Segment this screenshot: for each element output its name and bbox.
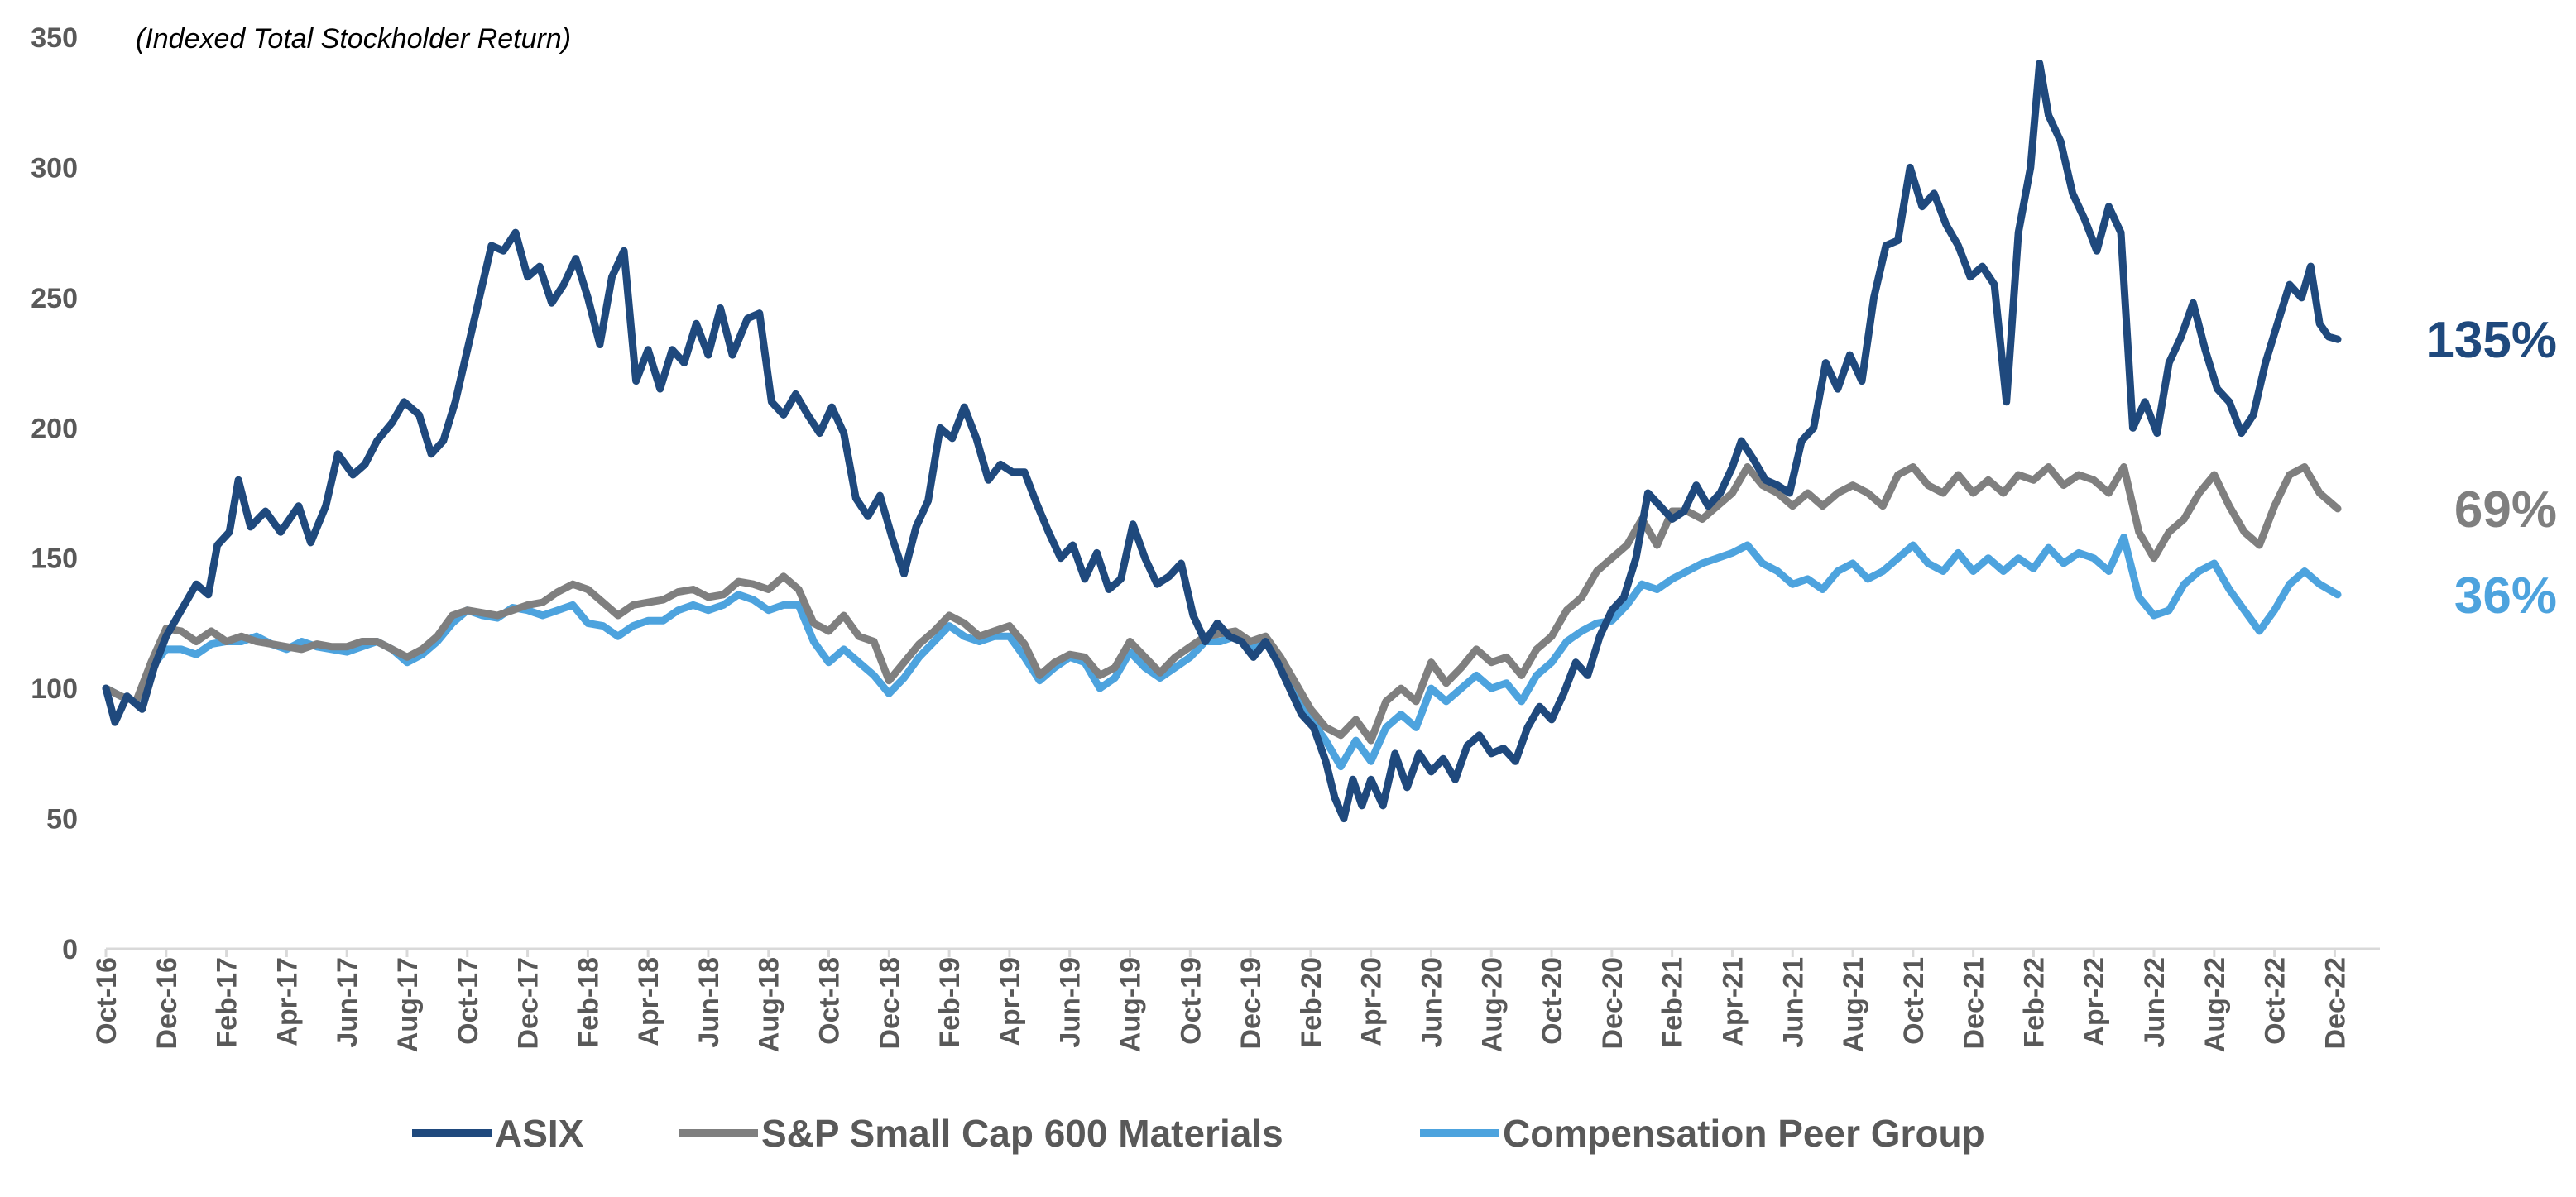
- x-tick-label: Jun-20: [1416, 957, 1447, 1048]
- x-tick-label: Jun-18: [693, 957, 725, 1048]
- y-tick-label: 200: [31, 413, 78, 444]
- x-tick-label: Apr-22: [2079, 957, 2110, 1046]
- x-tick-label: Aug-19: [1115, 957, 1147, 1052]
- chart-subtitle: (Indexed Total Stockholder Return): [136, 23, 571, 55]
- series-line-s-p-small-cap-600-materials: [102, 463, 2342, 745]
- legend-label-asix: ASIX: [495, 1112, 584, 1155]
- y-tick-label: 250: [31, 283, 78, 314]
- x-tick-label: Feb-19: [934, 957, 966, 1048]
- x-tick-label: Oct-19: [1175, 957, 1206, 1045]
- y-tick-label: 0: [62, 934, 78, 965]
- legend-label-s-p-small-cap-600-materials: S&P Small Cap 600 Materials: [761, 1112, 1283, 1155]
- x-tick-label: Dec-16: [151, 957, 183, 1050]
- x-tick-label: Dec-20: [1597, 957, 1629, 1050]
- x-tick-label: Feb-18: [573, 957, 604, 1048]
- x-tick-label: Aug-22: [2199, 957, 2231, 1052]
- x-tick-label: Jun-21: [1777, 957, 1809, 1048]
- series-lines: [102, 60, 2342, 823]
- x-tick-label: Apr-17: [271, 957, 303, 1046]
- x-tick-label: Oct-22: [2260, 957, 2291, 1045]
- x-tick-label: Dec-18: [874, 957, 905, 1050]
- y-tick-label: 350: [31, 22, 78, 54]
- x-tick-label: Oct-16: [91, 957, 122, 1045]
- x-tick-label: Apr-18: [633, 957, 664, 1046]
- x-tick-label: Oct-20: [1537, 957, 1568, 1045]
- series-line-asix: [102, 60, 2342, 823]
- x-tick-label: Dec-22: [2319, 957, 2351, 1050]
- x-axis: Oct-16 Dec-16 Feb-17 Apr-17 Jun-17 Aug-17 Oct-…: [91, 947, 2380, 1052]
- y-tick-label: 300: [31, 152, 78, 184]
- x-tick-label: Apr-21: [1717, 957, 1749, 1046]
- x-tick-label: Feb-17: [212, 957, 243, 1048]
- x-tick-label: Jun-17: [332, 957, 363, 1048]
- y-axis-tick-labels: 0 50 100 150 200 250 300 350: [31, 22, 78, 965]
- x-tick-label: Dec-19: [1235, 957, 1267, 1050]
- x-tick-label: Apr-20: [1356, 957, 1388, 1046]
- x-tick-label: Aug-20: [1476, 957, 1508, 1052]
- end-label-s-p-small-cap-600-materials: 69%: [2454, 481, 2557, 539]
- x-tick-label: Aug-17: [392, 957, 424, 1052]
- legend: ASIX S&P Small Cap 600 Materials Compensat…: [412, 1112, 1985, 1155]
- x-tick-label: Feb-20: [1296, 957, 1327, 1048]
- x-tick-label: Jun-19: [1055, 957, 1087, 1048]
- x-tick-label: Aug-21: [1838, 957, 1869, 1052]
- y-tick-label: 150: [31, 543, 78, 575]
- end-value-labels: 135% 69% 36%: [2425, 312, 2557, 625]
- y-tick-label: 100: [31, 673, 78, 705]
- x-tick-label: Oct-18: [814, 957, 846, 1045]
- x-tick-label: Apr-19: [995, 957, 1026, 1046]
- legend-label-compensation-peer-group: Compensation Peer Group: [1503, 1112, 1985, 1155]
- series-line-compensation-peer-group: [102, 534, 2342, 771]
- y-tick-label: 50: [46, 804, 78, 836]
- end-label-compensation-peer-group: 36%: [2454, 567, 2557, 625]
- x-tick-label: Feb-21: [1657, 957, 1689, 1048]
- x-tick-label: Feb-22: [2018, 957, 2050, 1048]
- x-tick-label: Aug-18: [754, 957, 785, 1052]
- x-tick-label: Jun-22: [2139, 957, 2171, 1048]
- x-tick-label: Oct-21: [1898, 957, 1930, 1045]
- end-label-asix: 135%: [2425, 312, 2557, 369]
- x-tick-label: Dec-21: [1959, 957, 1990, 1050]
- x-tick-label: Oct-17: [453, 957, 484, 1045]
- x-tick-label: Dec-17: [513, 957, 544, 1050]
